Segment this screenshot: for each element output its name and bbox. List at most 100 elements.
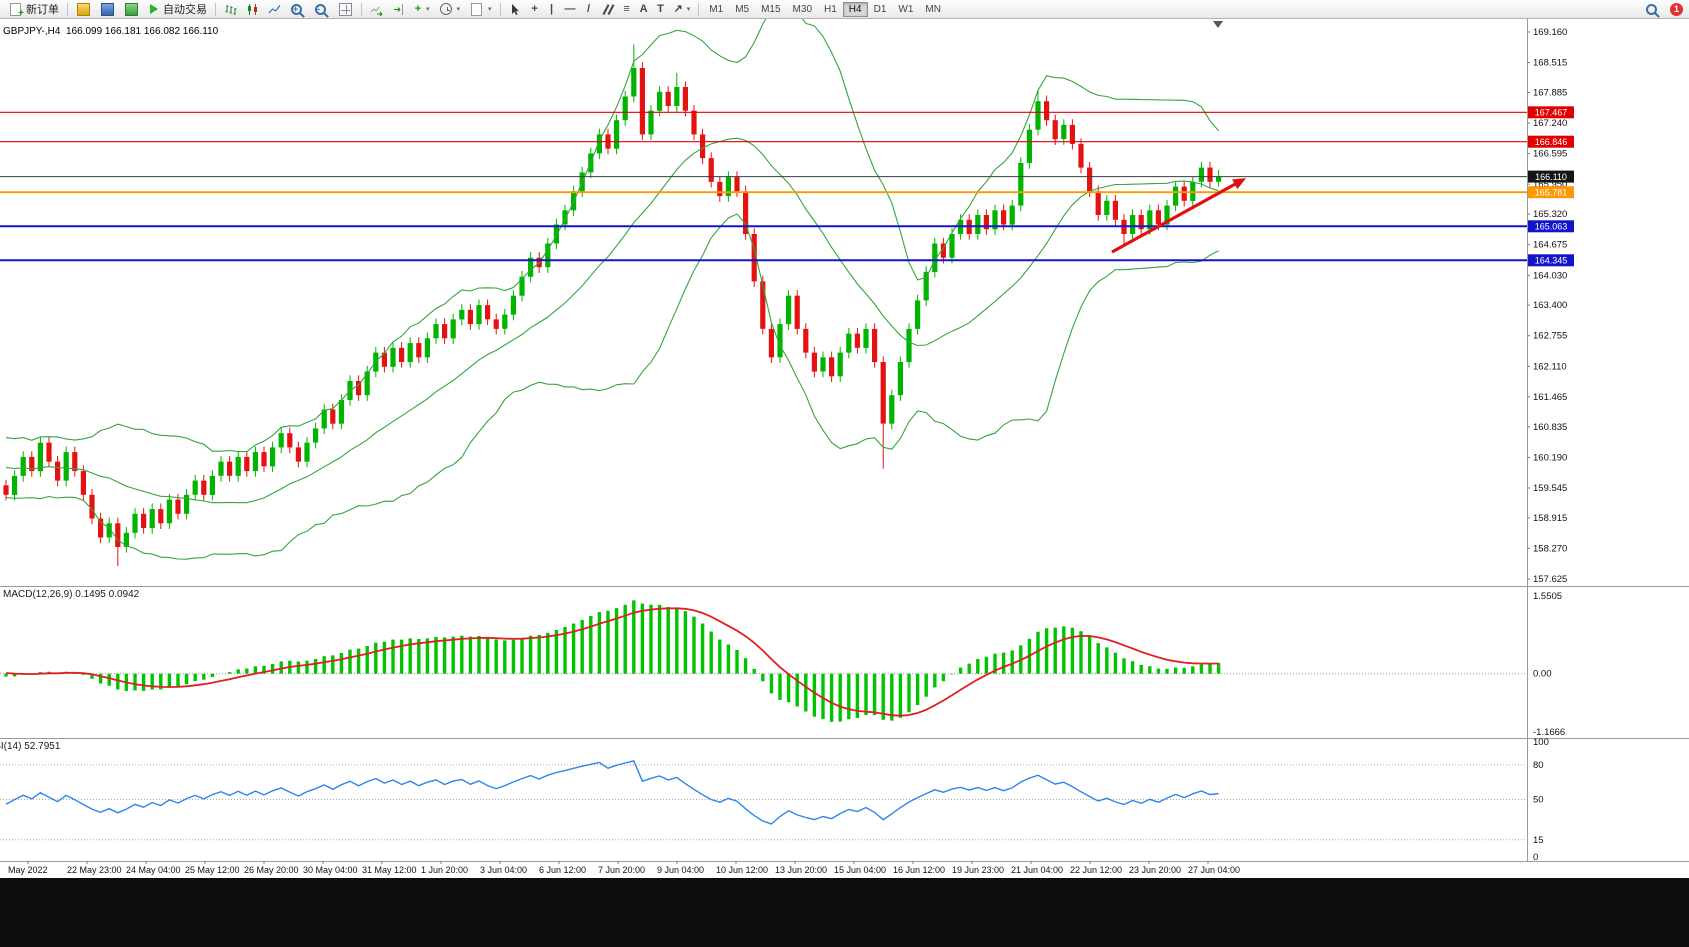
candle-body	[201, 480, 207, 495]
auto-scroll-icon	[370, 3, 383, 16]
price-tag-label: 167.467	[1535, 108, 1568, 118]
horizontal-line-icon: —	[564, 2, 576, 15]
auto-trading-button[interactable]: 自动交易	[144, 1, 211, 18]
candle-body	[192, 480, 198, 495]
trend-arrow-head[interactable]	[1232, 178, 1247, 190]
timeframe-m5-button[interactable]: M5	[729, 2, 755, 17]
candle-body	[940, 243, 946, 258]
candle-body	[295, 447, 301, 462]
candle-body	[493, 319, 499, 329]
chevron-down-icon: ▾	[456, 6, 461, 13]
profile-button[interactable]	[72, 1, 95, 18]
candle-body	[854, 333, 860, 348]
x-axis-label: 16 Jun 12:00	[893, 865, 945, 875]
candle-body	[287, 433, 293, 448]
candle-body	[123, 532, 129, 547]
candle-body	[166, 499, 172, 524]
crosshair-button[interactable]: +	[527, 1, 543, 18]
price-tag-label: 164.345	[1535, 256, 1568, 266]
timeframe-h4-button[interactable]: H4	[842, 1, 868, 17]
candle-body	[897, 362, 903, 396]
candle-body	[846, 333, 852, 353]
trendline-button[interactable]: /	[581, 1, 597, 18]
data-center-button[interactable]	[120, 1, 143, 18]
bollinger-middle-band	[5, 137, 1219, 504]
candle-body	[218, 461, 224, 476]
candle-body	[149, 509, 155, 529]
candle-body	[55, 461, 61, 481]
new-order-button[interactable]: 新订单	[4, 1, 63, 19]
arrows-button[interactable]: ↗ ▾	[670, 1, 695, 18]
candle-body	[768, 328, 774, 358]
candle-body	[175, 499, 181, 514]
trend-arrow-object[interactable]	[1111, 180, 1239, 254]
line-chart-button[interactable]	[264, 1, 285, 18]
market-watch-button[interactable]	[96, 1, 119, 18]
candle-body	[80, 471, 86, 495]
timeframe-m15-button[interactable]: M15	[755, 2, 786, 17]
candle-body	[837, 352, 843, 377]
tile-windows-button[interactable]	[334, 1, 357, 18]
cursor-button[interactable]	[505, 1, 526, 18]
chart-shift-marker[interactable]	[1213, 21, 1223, 28]
auto-scroll-button[interactable]	[366, 1, 387, 18]
timeframe-m30-button[interactable]: M30	[787, 2, 818, 17]
y-axis-label: 158.270	[1533, 543, 1567, 554]
x-axis-label: 23 Jun 20:00	[1129, 865, 1181, 875]
macd-scale-label: 1.5505	[1533, 591, 1562, 602]
y-axis-label: 167.240	[1533, 118, 1567, 129]
x-axis-label: 30 May 04:00	[303, 865, 358, 875]
fibonacci-button[interactable]: ≡	[619, 1, 635, 18]
candle-body	[1009, 205, 1015, 225]
notification-badge[interactable]: 1	[1670, 2, 1683, 16]
candle-body	[235, 456, 241, 476]
timeframe-h1-button[interactable]: H1	[818, 2, 843, 17]
candle-body	[562, 210, 568, 225]
candle-body	[657, 91, 663, 111]
timeframe-mn-button[interactable]: MN	[919, 2, 947, 17]
text-button[interactable]: A	[636, 1, 652, 18]
templates-button[interactable]: ▾	[465, 1, 496, 18]
y-axis-label: 162.110	[1533, 361, 1567, 372]
vertical-line-button[interactable]: |	[544, 1, 560, 18]
candle-body	[1035, 101, 1041, 130]
channel-button[interactable]	[598, 1, 618, 18]
y-axis-label: 165.320	[1533, 209, 1567, 220]
zoom-in-button[interactable]: +	[286, 1, 309, 18]
candle-body	[364, 371, 370, 396]
periods-button[interactable]: ▾	[435, 1, 465, 18]
candle-body	[184, 494, 190, 514]
x-axis-label: 19 Jun 23:00	[952, 865, 1004, 875]
macd-signal-line	[5, 607, 1219, 717]
search-button[interactable]	[1641, 1, 1664, 18]
cursor-icon	[509, 3, 522, 16]
candle-body	[631, 68, 637, 97]
chevron-down-icon: ▾	[426, 6, 430, 13]
bollinger-upper-band	[5, 19, 1220, 453]
timeframe-d1-button[interactable]: D1	[868, 2, 893, 17]
price-tag-label: 166.846	[1535, 137, 1568, 147]
chart-shift-button[interactable]	[388, 1, 409, 18]
horizontal-line-button[interactable]: —	[561, 1, 580, 18]
indicators-button[interactable]: + ▾	[410, 1, 434, 18]
rsi-scale-label: 0	[1533, 852, 1538, 863]
bar-chart-button[interactable]	[220, 1, 241, 18]
macd-scale-label: 0.00	[1533, 669, 1552, 680]
candle-body	[872, 328, 878, 363]
candlestick-chart-button[interactable]	[242, 1, 263, 18]
timeframe-toolbar: M1 M5 M15 M30 H1 H4 D1 W1 MN	[703, 1, 947, 17]
text-label-button[interactable]: T	[653, 1, 669, 18]
candle-body	[1087, 167, 1093, 192]
x-axis-label: 22 May 23:00	[67, 865, 122, 875]
chart-area[interactable]: 169.160 168.515 167.885 167.240 166.595 165.9…	[0, 19, 1689, 878]
toolbar-right-group: 1	[1641, 1, 1685, 18]
ohlc-values: 166.099 166.181 166.082 166.110	[66, 26, 219, 37]
candle-body	[132, 513, 138, 533]
zoom-out-button[interactable]: -	[310, 1, 333, 18]
channel-icon	[602, 3, 614, 16]
candle-body	[545, 243, 551, 268]
x-axis-label: 22 Jun 12:00	[1070, 865, 1122, 875]
timeframe-m1-button[interactable]: M1	[703, 2, 729, 17]
timeframe-w1-button[interactable]: W1	[892, 2, 919, 17]
